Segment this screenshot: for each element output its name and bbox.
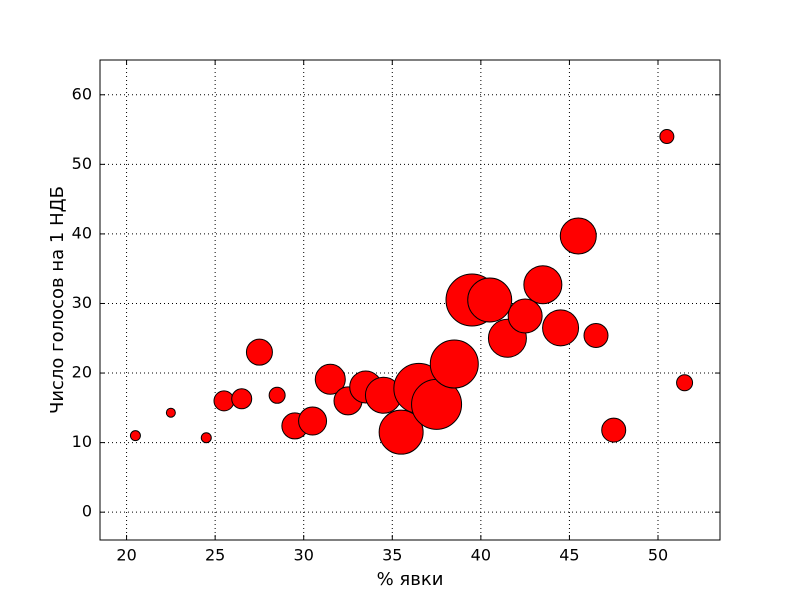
- bubble: [429, 339, 479, 389]
- x-tick-label: 20: [116, 546, 136, 565]
- plot-frame: [99, 59, 721, 541]
- y-tick-label: 20: [72, 363, 92, 382]
- y-tick-label: 30: [72, 293, 92, 312]
- bubble: [542, 309, 580, 347]
- x-tick-label: 30: [294, 546, 314, 565]
- y-tick-label: 50: [72, 154, 92, 173]
- bubble: [129, 430, 141, 442]
- bubble: [676, 374, 694, 392]
- bubble: [231, 388, 253, 410]
- x-tick-label: 50: [648, 546, 668, 565]
- bubble: [507, 298, 543, 334]
- bubble: [165, 407, 176, 418]
- bubble: [601, 417, 627, 443]
- bubble: [378, 409, 424, 455]
- x-tick-label: 40: [471, 546, 491, 565]
- bubble: [200, 432, 212, 444]
- bubble: [467, 277, 513, 323]
- y-tick-label: 0: [82, 502, 92, 521]
- y-tick-label: 10: [72, 432, 92, 451]
- bubble: [213, 390, 235, 412]
- x-tick-label: 35: [382, 546, 402, 565]
- bubble: [268, 386, 286, 404]
- y-tick-label: 60: [72, 84, 92, 103]
- x-tick-label: 25: [205, 546, 225, 565]
- bubble: [583, 322, 609, 348]
- x-axis-label: % явки: [377, 569, 444, 590]
- bubble: [659, 129, 675, 145]
- bubble: [298, 406, 328, 436]
- bubble: [559, 217, 597, 255]
- bubble: [245, 338, 273, 366]
- bubble: [314, 363, 346, 395]
- y-tick-label: 40: [72, 223, 92, 242]
- x-tick-label: 45: [559, 546, 579, 565]
- bubble: [523, 265, 563, 305]
- y-axis-label: Число голосов на 1 НДБ: [47, 186, 68, 414]
